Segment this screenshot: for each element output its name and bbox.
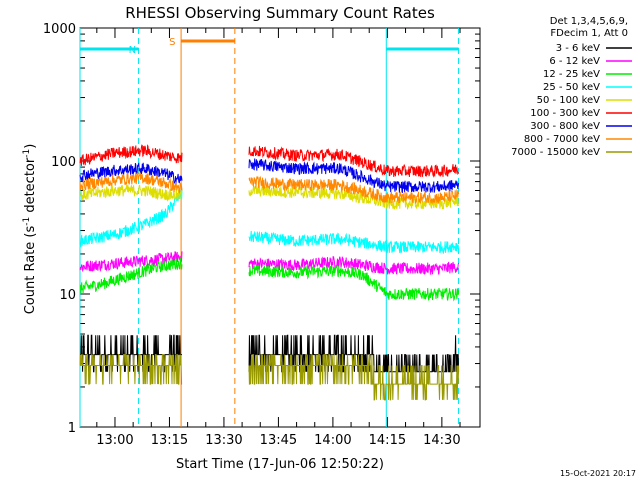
series-300-800keV [79,158,460,194]
x-tick-label: 13:45 [260,433,297,448]
y-axis-label: Count Rate (s-1 detector-1) [22,144,38,315]
legend: Det 1,3,4,5,6,9,FDecim 1, Att 0 3 - 6 keV… [511,16,632,158]
series-trace [248,256,460,275]
x-tick-label: 13:00 [96,433,133,448]
series-trace [79,251,183,273]
legend-entry-label: 7000 - 15000 keV [511,147,600,158]
footer-date: 15-Oct-2021 20:17 [560,469,636,478]
series-7000-15000keV [79,354,460,401]
series-trace [79,172,183,194]
legend-entry-label: 25 - 50 keV [543,82,600,93]
y-tick-label: 100 [51,155,76,170]
series-trace [80,334,182,373]
series-trace [79,144,183,166]
legend-header: FDecim 1, Att 0 [550,28,628,39]
x-tick-label: 13:30 [205,433,242,448]
legend-entry-label: 12 - 25 keV [543,69,600,80]
series-trace [248,158,460,194]
legend-entry-label: 6 - 12 keV [549,56,600,67]
series-trace [248,354,460,401]
x-tick-label: 14:30 [423,433,460,448]
series-800-7000keV [79,172,460,204]
series-trace [79,256,183,294]
annotation-label: S [169,37,175,48]
series-100-300keV [79,144,460,178]
x-axis-label: Start Time (17-Jun-06 12:50:22) [176,457,384,472]
series-trace [79,189,183,249]
chart-title: RHESSI Observing Summary Count Rates [125,4,435,22]
series-trace [248,176,460,204]
y-tick-label: 1 [68,421,76,436]
series-25-50keV [79,189,460,255]
annotation-label: N [129,45,136,56]
legend-header: Det 1,3,4,5,6,9, [550,16,628,27]
series-50-100keV [79,184,460,210]
legend-entry-label: 100 - 300 keV [530,108,600,119]
series-trace [79,184,183,202]
series-12-25keV [79,256,460,302]
series-trace [248,145,460,178]
x-tick-label: 14:15 [369,433,406,448]
legend-entry-label: 3 - 6 keV [556,43,600,54]
series-trace [248,185,460,210]
series-6-12keV [79,251,460,275]
plot-area: 1 10 100 1000 13:00 13:15 13:30 13:45 14:00 14:15… [43,22,481,448]
x-tick-label: 14:00 [314,433,351,448]
y-tick-label: 1000 [43,22,76,37]
x-tick-label: 13:15 [151,433,188,448]
y-tick-label: 10 [59,288,76,303]
legend-entry-label: 50 - 100 keV [537,95,601,106]
series-trace [79,162,183,185]
series-trace [248,230,460,255]
series-trace [79,354,183,385]
legend-entry-label: 800 - 7000 keV [524,134,600,145]
legend-entry-label: 300 - 800 keV [530,121,600,132]
series-trace [248,264,460,302]
